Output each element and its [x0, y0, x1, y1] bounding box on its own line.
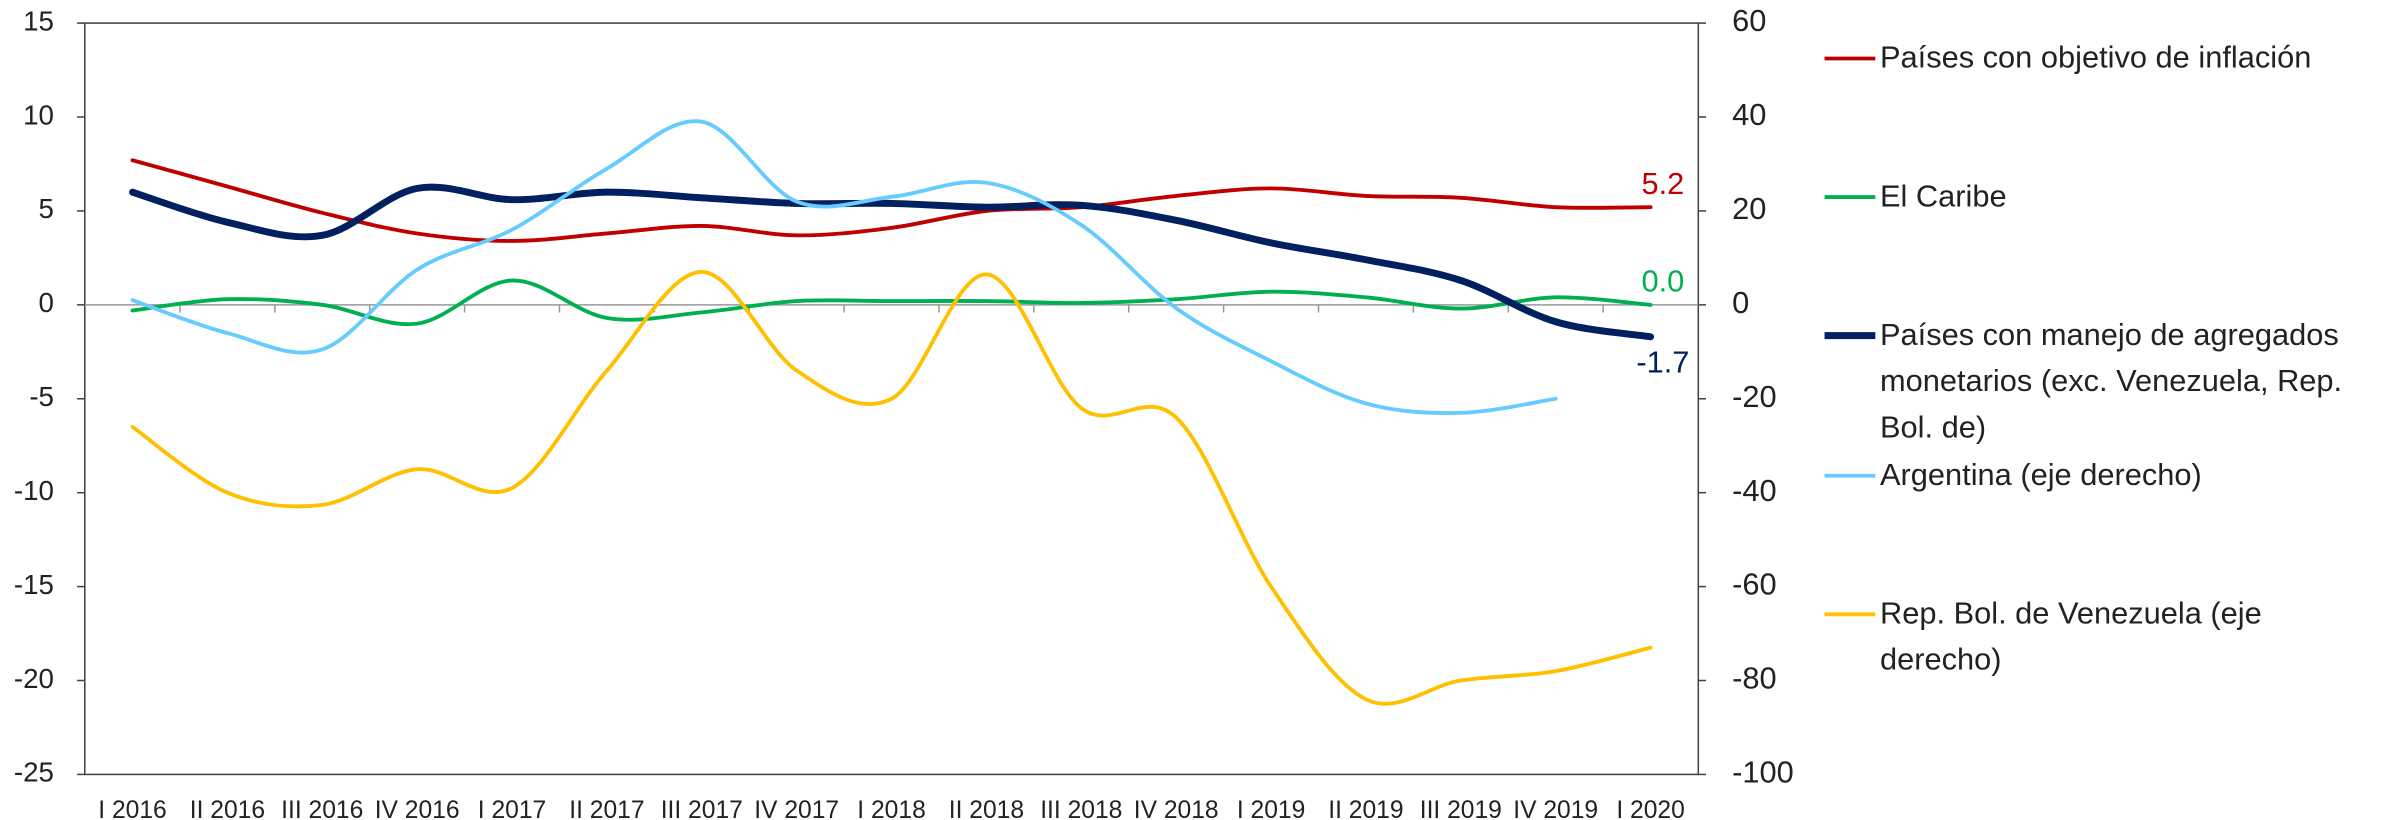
x-tick-label: I 2020 [1616, 797, 1684, 820]
data-label: 5.2 [1641, 166, 1684, 201]
x-tick-label: III 2016 [281, 797, 363, 820]
x-tick-label: II 2016 [190, 797, 265, 820]
x-tick-label: IV 2017 [754, 797, 839, 820]
legend-label: El Caribe [1879, 180, 2007, 215]
y-tick-label: 10 [23, 99, 54, 130]
legend-item: Argentina (eje derecho) [1879, 458, 2202, 493]
series-line [130, 158, 1653, 243]
x-tick-label: II 2019 [1328, 797, 1403, 820]
x-tick-label: IV 2018 [1134, 797, 1219, 820]
legend-label: Argentina (eje derecho) [1879, 458, 2202, 493]
y2-tick-label: -80 [1732, 661, 1777, 696]
series-line [130, 119, 1558, 415]
y2-tick-label: 0 [1732, 285, 1749, 320]
legend-label: Países con objetivo de inflación [1879, 41, 2312, 76]
x-tick-label: III 2019 [1420, 797, 1502, 820]
y2-tick-label: -20 [1732, 379, 1777, 414]
x-tick-label: I 2016 [98, 797, 166, 820]
y-tick-label: -20 [14, 663, 54, 694]
y-tick-label: 5 [39, 193, 54, 224]
y2-tick-label: -60 [1732, 567, 1777, 602]
y2-tick-label: 20 [1732, 191, 1766, 226]
y2-tick-label: 40 [1732, 97, 1766, 132]
legend-item: El Caribe [1879, 180, 2007, 215]
x-tick-label: I 2018 [857, 797, 925, 820]
legend-item: Países con manejo de agregados monetario… [1879, 318, 2343, 445]
legend-item: Rep. Bol. de Venezuela (eje derecho) [1879, 597, 2262, 678]
x-tick-label: III 2018 [1040, 797, 1122, 820]
series-line [130, 278, 1653, 327]
y2-tick-label: 60 [1732, 3, 1766, 38]
legend-label: Países con manejo de agregados monetario… [1879, 318, 2343, 445]
series-line [129, 183, 1655, 341]
x-tick-label: I 2017 [478, 797, 546, 820]
data-label: 0.0 [1641, 263, 1684, 298]
data-label: -1.7 [1636, 345, 1689, 380]
x-tick-label: II 2017 [569, 797, 644, 820]
legend-item: Países con objetivo de inflación [1879, 41, 2312, 76]
y-tick-label: -10 [14, 475, 54, 506]
y-tick-label: 0 [39, 287, 54, 318]
y2-tick-label: -40 [1732, 473, 1777, 508]
series-line [130, 270, 1653, 706]
x-tick-label: III 2017 [661, 797, 743, 820]
y-tick-label: -15 [14, 569, 54, 600]
y-tick-label: -5 [29, 381, 54, 412]
x-tick-label: II 2018 [949, 797, 1024, 820]
x-tick-label: IV 2019 [1513, 797, 1598, 820]
y2-tick-label: -100 [1732, 755, 1794, 790]
y-tick-label: -25 [14, 757, 54, 788]
y-tick-label: 15 [23, 5, 54, 36]
x-tick-label: IV 2016 [375, 797, 460, 820]
x-tick-label: I 2019 [1237, 797, 1305, 820]
legend-label: Rep. Bol. de Venezuela (eje derecho) [1879, 597, 2262, 678]
